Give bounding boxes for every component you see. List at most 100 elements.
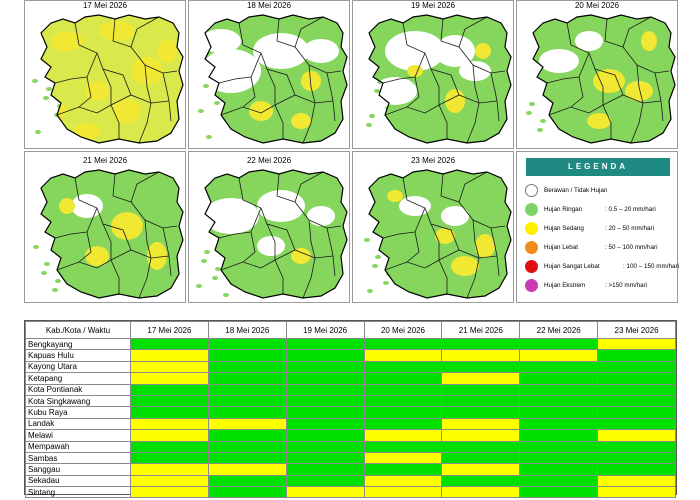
forecast-cell	[441, 451, 521, 465]
sea-rain-patch	[545, 94, 551, 98]
forecast-cell	[207, 372, 287, 385]
sea-rain-patch	[32, 79, 38, 83]
forecast-cell	[441, 349, 521, 362]
map-date: 19 Mei 2026	[410, 1, 456, 10]
no-rain-area	[71, 194, 103, 218]
forecast-cell	[441, 383, 521, 396]
province-outline	[40, 14, 184, 144]
forecast-cell	[285, 406, 365, 419]
map-date: 18 Mei 2026	[246, 1, 292, 10]
forecast-cell	[363, 474, 443, 488]
forecast-cell	[363, 394, 443, 408]
header-region: Kab./Kota / Waktu	[25, 321, 131, 339]
sea-rain-patch	[44, 262, 50, 266]
forecast-cell	[441, 440, 521, 453]
forecast-cell	[597, 417, 676, 431]
forecast-cell	[207, 360, 287, 374]
forecast-cell	[441, 417, 521, 431]
map-landmass	[205, 170, 347, 298]
header-date: 20 Mei 2026	[363, 321, 443, 339]
regency-border	[604, 18, 670, 74]
province-outline	[368, 169, 512, 299]
forecast-cell	[285, 463, 365, 476]
sea-rain-patch	[43, 96, 49, 100]
forecast-cell	[441, 394, 521, 408]
legend-range: : >150 mm/hari	[605, 282, 648, 289]
moderate-rain-area	[587, 113, 611, 129]
legend-swatch	[525, 279, 538, 292]
forecast-cell	[130, 337, 209, 351]
forecast-cell	[363, 349, 443, 362]
regency-border	[112, 18, 178, 74]
legend-swatch	[525, 222, 538, 235]
sea-rain-patch	[55, 279, 61, 283]
sea-rain-patch	[372, 264, 378, 268]
forecast-cell	[519, 486, 599, 499]
region-name: Sintang	[25, 486, 131, 499]
regency-border	[402, 22, 460, 96]
moderate-rain-area	[625, 81, 653, 101]
forecast-cell	[285, 429, 365, 442]
map-date: 22 Mei 2026	[246, 156, 292, 165]
sea-rain-patch	[198, 109, 204, 113]
regency-border	[276, 173, 342, 229]
rainfall-map	[32, 14, 184, 144]
no-rain-area	[257, 236, 285, 256]
region-name: Kota Singkawang	[25, 394, 131, 408]
forecast-cell	[363, 417, 443, 431]
sea-rain-patch	[529, 102, 535, 106]
region-name: Landak	[25, 417, 131, 431]
forecast-cell	[130, 383, 209, 396]
province-outline	[368, 14, 512, 144]
table-row: Sekadau	[25, 474, 676, 488]
forecast-cell	[130, 474, 209, 488]
rainfall-map	[364, 169, 512, 299]
forecast-cell	[519, 383, 599, 396]
regency-border	[546, 76, 580, 84]
forecast-cell	[207, 474, 287, 488]
forecast-cell	[519, 474, 599, 488]
regency-border	[326, 72, 336, 122]
region-name: Kayong Utara	[25, 360, 131, 374]
table-row: Mempawah	[25, 440, 676, 453]
regency-border	[302, 64, 316, 144]
forecast-cell	[597, 406, 676, 419]
map-date: 21 Mei 2026	[82, 156, 128, 165]
moderate-rain-area	[59, 198, 75, 214]
forecast-cell	[130, 429, 209, 442]
rainfall-map	[198, 14, 348, 144]
forecast-cell	[207, 440, 287, 453]
forecast-cell	[130, 394, 209, 408]
sea-rain-patch	[203, 84, 209, 88]
forecast-cell	[363, 486, 443, 499]
forecast-cell	[597, 337, 676, 351]
moderate-rain-area	[475, 234, 495, 258]
forecast-table: Kab./Kota / Waktu 17 Mei 2026 18 Mei 202…	[24, 320, 677, 499]
moderate-rain-area	[291, 113, 311, 129]
forecast-cell	[207, 406, 287, 419]
forecast-cell	[130, 360, 209, 374]
regency-border	[570, 52, 590, 108]
sea-rain-patch	[212, 276, 218, 280]
no-rain-area	[205, 198, 259, 234]
no-rain-area	[307, 206, 335, 226]
regency-border	[218, 231, 252, 239]
forecast-cell	[285, 394, 365, 408]
table-row: Sanggau	[25, 463, 676, 476]
regency-border	[458, 16, 488, 48]
legend-label: Hujan Lebat	[544, 244, 578, 251]
regency-border	[276, 18, 342, 74]
regency-border	[654, 72, 664, 122]
regency-border	[382, 231, 416, 239]
legend-label: Berawan / Tidak Hujan	[544, 187, 608, 194]
regency-border	[78, 207, 98, 263]
table-row: Sintang	[25, 486, 676, 499]
sea-rain-patch	[60, 254, 66, 258]
legend-label: Hujan Ringan	[544, 206, 583, 213]
table-row: Kota Singkawang	[25, 394, 676, 408]
sea-rain-patch	[526, 111, 532, 115]
sea-rain-patch	[383, 281, 389, 285]
forecast-cell	[519, 440, 599, 453]
regency-border	[238, 22, 296, 96]
map-panel: 22 Mei 2026	[188, 151, 350, 303]
